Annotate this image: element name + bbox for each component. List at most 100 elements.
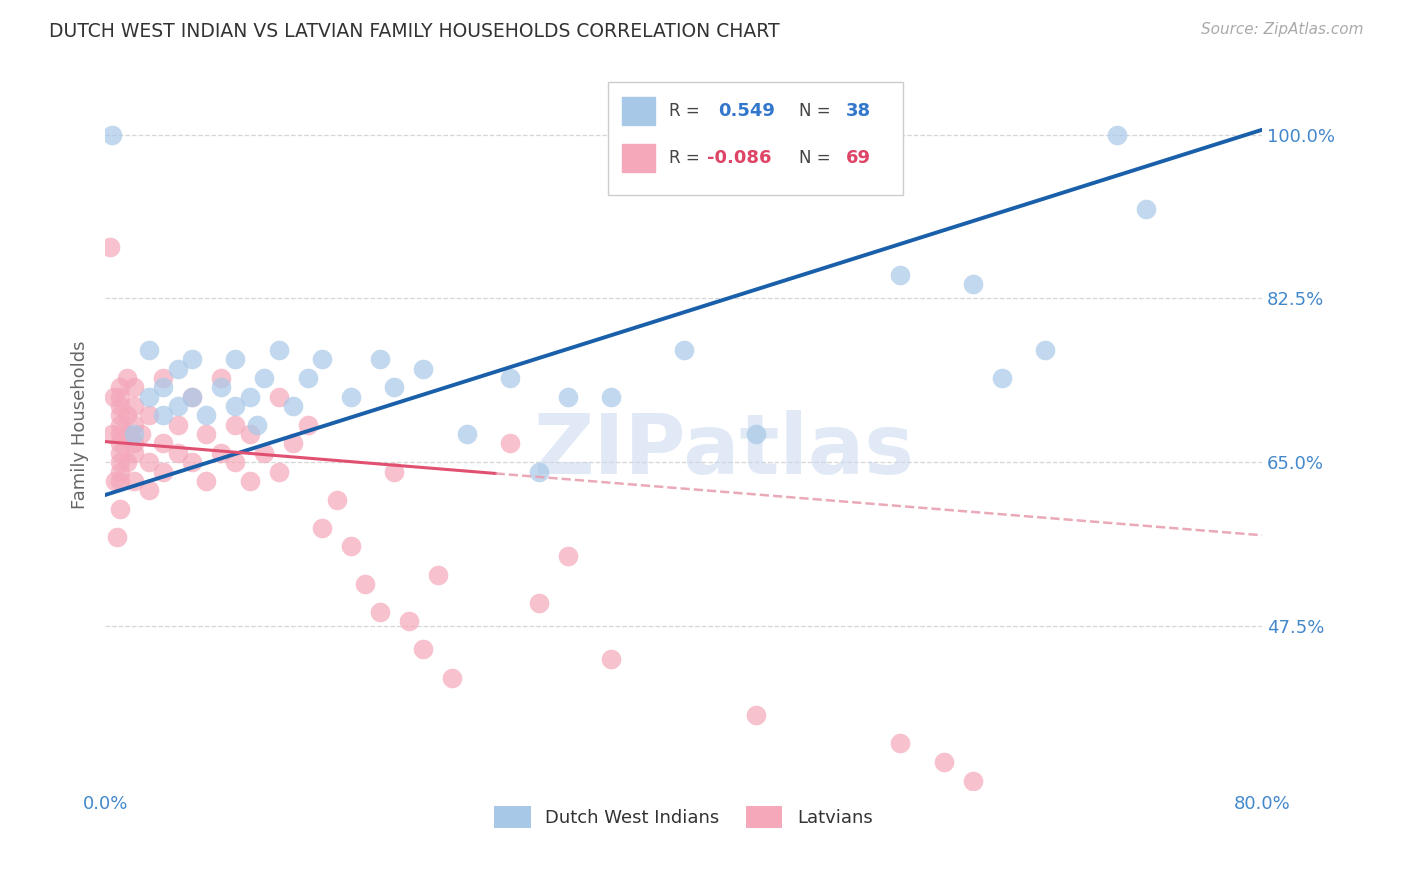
Point [138, 390, 160, 404]
Point [108, 409, 131, 423]
Point [122, 417, 145, 432]
Point [108, 436, 131, 450]
Point [122, 427, 145, 442]
Point [224, 399, 246, 413]
Point [297, 417, 319, 432]
Point [138, 343, 160, 357]
Point [239, 427, 262, 442]
Point [412, 361, 434, 376]
Point [115, 427, 138, 442]
Point [209, 371, 232, 385]
Point [108, 427, 131, 442]
Point [384, 380, 406, 394]
Point [122, 380, 145, 394]
Text: R =: R = [668, 149, 704, 167]
Point [1107, 128, 1129, 142]
Point [426, 567, 449, 582]
Point [195, 409, 218, 423]
Point [527, 465, 550, 479]
Point [297, 371, 319, 385]
Point [889, 736, 911, 750]
Point [1135, 202, 1157, 217]
Point [122, 446, 145, 460]
Point [398, 615, 420, 629]
Point [267, 343, 290, 357]
Point [557, 390, 579, 404]
Point [98, 240, 121, 254]
Text: N =: N = [799, 102, 837, 120]
Point [152, 380, 174, 394]
Point [499, 371, 522, 385]
Point [108, 399, 131, 413]
Point [600, 390, 623, 404]
Point [283, 399, 305, 413]
Point [108, 380, 131, 394]
Point [108, 390, 131, 404]
Point [368, 605, 391, 619]
Point [224, 417, 246, 432]
Point [340, 540, 363, 554]
Point [105, 530, 128, 544]
Text: -0.086: -0.086 [707, 149, 770, 167]
Point [600, 652, 623, 666]
Point [745, 708, 768, 723]
Point [152, 465, 174, 479]
Point [181, 390, 204, 404]
Point [990, 371, 1012, 385]
Y-axis label: Family Households: Family Households [72, 341, 89, 509]
Point [152, 436, 174, 450]
Point [384, 465, 406, 479]
Point [224, 352, 246, 367]
Point [267, 390, 290, 404]
Point [962, 773, 984, 788]
Point [962, 277, 984, 292]
Point [456, 427, 478, 442]
Point [166, 446, 188, 460]
Point [283, 436, 305, 450]
Point [115, 409, 138, 423]
Point [101, 128, 124, 142]
Point [239, 474, 262, 488]
Point [101, 427, 124, 442]
Point [115, 371, 138, 385]
Point [131, 427, 153, 442]
Point [181, 352, 204, 367]
Point [1033, 343, 1056, 357]
Point [108, 455, 131, 469]
Point [108, 446, 131, 460]
Point [138, 455, 160, 469]
Point [246, 417, 269, 432]
Point [166, 417, 188, 432]
Text: 69: 69 [845, 149, 870, 167]
Point [745, 427, 768, 442]
Text: DUTCH WEST INDIAN VS LATVIAN FAMILY HOUSEHOLDS CORRELATION CHART: DUTCH WEST INDIAN VS LATVIAN FAMILY HOUS… [49, 22, 780, 41]
Point [152, 409, 174, 423]
Point [104, 474, 127, 488]
Point [311, 521, 333, 535]
Point [340, 390, 363, 404]
Point [195, 427, 218, 442]
Point [122, 474, 145, 488]
Point [108, 474, 131, 488]
Legend: Dutch West Indians, Latvians: Dutch West Indians, Latvians [488, 799, 880, 836]
Point [932, 755, 955, 769]
Point [166, 399, 188, 413]
Point [889, 268, 911, 282]
Point [181, 390, 204, 404]
Point [115, 455, 138, 469]
Point [224, 455, 246, 469]
Text: R =: R = [668, 102, 704, 120]
Point [108, 502, 131, 516]
Point [441, 671, 464, 685]
Point [557, 549, 579, 563]
Point [354, 577, 377, 591]
Bar [623, 145, 655, 172]
FancyBboxPatch shape [609, 81, 903, 194]
Bar [623, 97, 655, 125]
Text: Source: ZipAtlas.com: Source: ZipAtlas.com [1201, 22, 1364, 37]
Point [253, 371, 276, 385]
Point [166, 361, 188, 376]
Point [108, 417, 131, 432]
Point [138, 409, 160, 423]
Point [499, 436, 522, 450]
